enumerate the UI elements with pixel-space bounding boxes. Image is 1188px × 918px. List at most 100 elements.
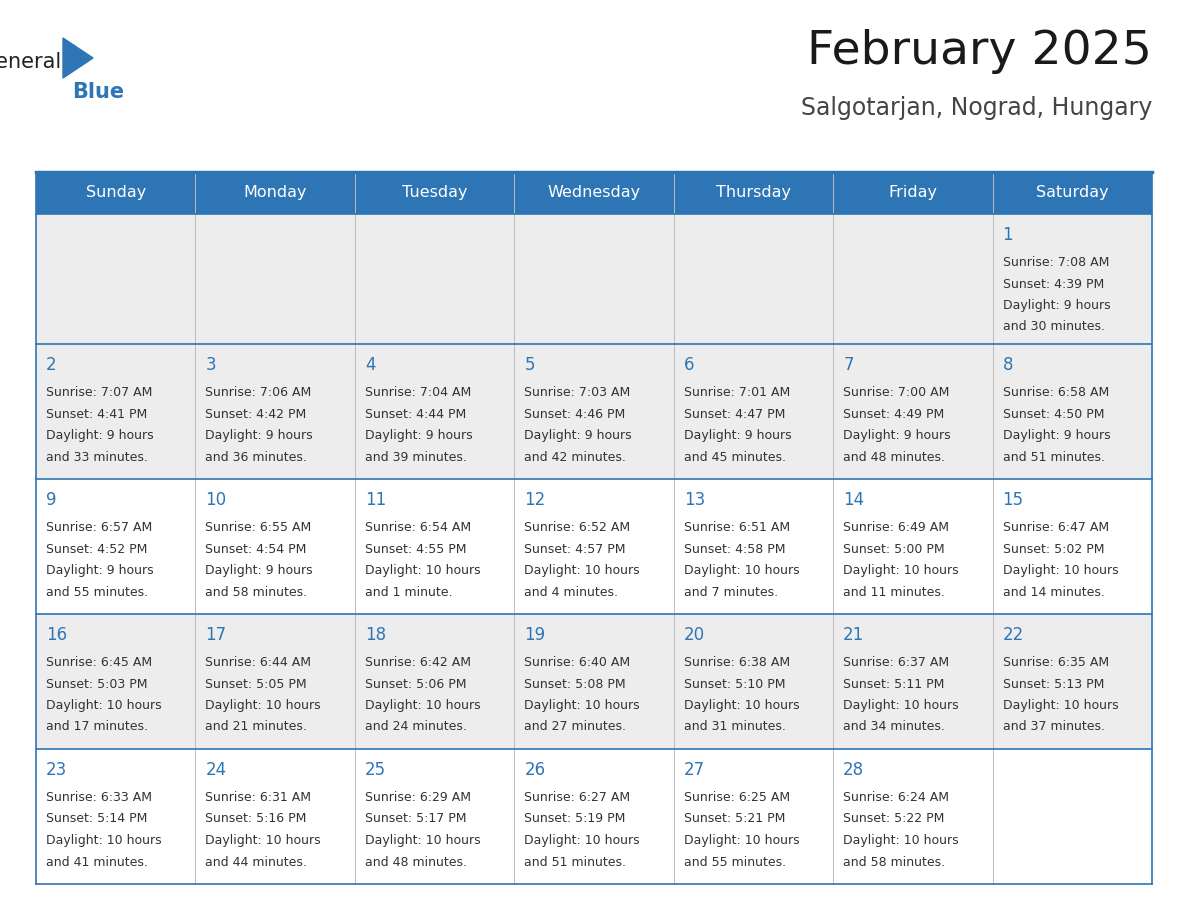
- Text: and 51 minutes.: and 51 minutes.: [1003, 451, 1105, 464]
- Bar: [196, 172, 355, 214]
- Bar: [674, 749, 833, 884]
- Text: February 2025: February 2025: [807, 29, 1152, 74]
- Text: Daylight: 9 hours: Daylight: 9 hours: [684, 429, 791, 442]
- Text: Daylight: 10 hours: Daylight: 10 hours: [365, 834, 480, 847]
- Text: 9: 9: [46, 491, 57, 509]
- Bar: [36, 172, 196, 214]
- Text: Daylight: 10 hours: Daylight: 10 hours: [1003, 699, 1118, 712]
- Text: Daylight: 10 hours: Daylight: 10 hours: [684, 699, 800, 712]
- Bar: [355, 614, 514, 749]
- Bar: [674, 214, 833, 344]
- Text: and 31 minutes.: and 31 minutes.: [684, 721, 785, 733]
- Bar: [196, 614, 355, 749]
- Text: Sunset: 4:47 PM: Sunset: 4:47 PM: [684, 408, 785, 420]
- Bar: [355, 749, 514, 884]
- Bar: [833, 214, 992, 344]
- Bar: [514, 614, 674, 749]
- Text: 16: 16: [46, 626, 68, 644]
- Text: Sunrise: 6:42 AM: Sunrise: 6:42 AM: [365, 656, 470, 669]
- Text: Daylight: 9 hours: Daylight: 9 hours: [206, 564, 314, 577]
- Text: Daylight: 10 hours: Daylight: 10 hours: [206, 699, 321, 712]
- Text: Daylight: 10 hours: Daylight: 10 hours: [843, 699, 959, 712]
- Text: and 51 minutes.: and 51 minutes.: [524, 856, 626, 868]
- Text: Sunset: 4:42 PM: Sunset: 4:42 PM: [206, 408, 307, 420]
- Text: and 45 minutes.: and 45 minutes.: [684, 451, 785, 464]
- Text: Sunrise: 6:31 AM: Sunrise: 6:31 AM: [206, 791, 311, 804]
- Bar: [36, 479, 196, 614]
- Text: Thursday: Thursday: [716, 185, 791, 200]
- Text: Sunrise: 6:52 AM: Sunrise: 6:52 AM: [524, 521, 631, 534]
- Bar: [196, 214, 355, 344]
- Text: Sunrise: 7:06 AM: Sunrise: 7:06 AM: [206, 386, 311, 399]
- Text: Tuesday: Tuesday: [402, 185, 467, 200]
- Text: Daylight: 10 hours: Daylight: 10 hours: [524, 699, 640, 712]
- Text: 11: 11: [365, 491, 386, 509]
- Text: Sunrise: 6:33 AM: Sunrise: 6:33 AM: [46, 791, 152, 804]
- Text: and 41 minutes.: and 41 minutes.: [46, 856, 147, 868]
- Text: 2: 2: [46, 356, 57, 374]
- Bar: [992, 214, 1152, 344]
- Text: Daylight: 9 hours: Daylight: 9 hours: [46, 564, 153, 577]
- Text: Blue: Blue: [72, 82, 124, 102]
- Bar: [674, 479, 833, 614]
- Text: General: General: [0, 52, 62, 72]
- Text: Sunrise: 6:27 AM: Sunrise: 6:27 AM: [524, 791, 631, 804]
- Text: Sunrise: 7:08 AM: Sunrise: 7:08 AM: [1003, 256, 1108, 269]
- Text: Daylight: 10 hours: Daylight: 10 hours: [843, 834, 959, 847]
- Bar: [36, 344, 196, 479]
- Text: Daylight: 10 hours: Daylight: 10 hours: [524, 834, 640, 847]
- Text: Sunset: 5:08 PM: Sunset: 5:08 PM: [524, 677, 626, 690]
- Text: and 11 minutes.: and 11 minutes.: [843, 586, 944, 599]
- Bar: [196, 344, 355, 479]
- Text: Daylight: 10 hours: Daylight: 10 hours: [684, 564, 800, 577]
- Text: Sunrise: 6:45 AM: Sunrise: 6:45 AM: [46, 656, 152, 669]
- Bar: [992, 344, 1152, 479]
- Text: 3: 3: [206, 356, 216, 374]
- Text: and 4 minutes.: and 4 minutes.: [524, 586, 618, 599]
- Text: Daylight: 10 hours: Daylight: 10 hours: [365, 564, 480, 577]
- Text: and 14 minutes.: and 14 minutes.: [1003, 586, 1105, 599]
- Text: 7: 7: [843, 356, 854, 374]
- Bar: [833, 749, 992, 884]
- Text: Sunset: 5:14 PM: Sunset: 5:14 PM: [46, 812, 147, 825]
- Text: Sunset: 4:44 PM: Sunset: 4:44 PM: [365, 408, 466, 420]
- Bar: [992, 479, 1152, 614]
- Bar: [196, 749, 355, 884]
- Text: Sunrise: 6:37 AM: Sunrise: 6:37 AM: [843, 656, 949, 669]
- Bar: [36, 614, 196, 749]
- Text: and 21 minutes.: and 21 minutes.: [206, 721, 308, 733]
- Text: and 24 minutes.: and 24 minutes.: [365, 721, 467, 733]
- Text: Sunset: 5:16 PM: Sunset: 5:16 PM: [206, 812, 307, 825]
- Text: Sunset: 4:57 PM: Sunset: 4:57 PM: [524, 543, 626, 555]
- Text: Sunset: 5:03 PM: Sunset: 5:03 PM: [46, 677, 147, 690]
- Text: Sunrise: 6:47 AM: Sunrise: 6:47 AM: [1003, 521, 1108, 534]
- Bar: [514, 749, 674, 884]
- Text: Daylight: 10 hours: Daylight: 10 hours: [1003, 564, 1118, 577]
- Text: Sunset: 5:06 PM: Sunset: 5:06 PM: [365, 677, 467, 690]
- Text: 26: 26: [524, 761, 545, 779]
- Text: and 55 minutes.: and 55 minutes.: [684, 856, 785, 868]
- Text: Sunset: 5:00 PM: Sunset: 5:00 PM: [843, 543, 944, 555]
- Text: Sunset: 4:39 PM: Sunset: 4:39 PM: [1003, 277, 1104, 290]
- Bar: [833, 172, 992, 214]
- Text: 22: 22: [1003, 626, 1024, 644]
- Text: and 1 minute.: and 1 minute.: [365, 586, 453, 599]
- Text: and 58 minutes.: and 58 minutes.: [843, 856, 946, 868]
- Text: and 55 minutes.: and 55 minutes.: [46, 586, 148, 599]
- Text: 10: 10: [206, 491, 227, 509]
- Text: Sunrise: 6:44 AM: Sunrise: 6:44 AM: [206, 656, 311, 669]
- Text: Sunrise: 6:57 AM: Sunrise: 6:57 AM: [46, 521, 152, 534]
- Text: Daylight: 10 hours: Daylight: 10 hours: [365, 699, 480, 712]
- Bar: [514, 172, 674, 214]
- Text: Sunrise: 6:49 AM: Sunrise: 6:49 AM: [843, 521, 949, 534]
- Text: Sunrise: 6:58 AM: Sunrise: 6:58 AM: [1003, 386, 1108, 399]
- Text: Daylight: 10 hours: Daylight: 10 hours: [46, 834, 162, 847]
- Text: Sunset: 4:55 PM: Sunset: 4:55 PM: [365, 543, 467, 555]
- Text: Sunrise: 7:03 AM: Sunrise: 7:03 AM: [524, 386, 631, 399]
- Text: and 36 minutes.: and 36 minutes.: [206, 451, 308, 464]
- Text: Sunset: 5:22 PM: Sunset: 5:22 PM: [843, 812, 944, 825]
- Bar: [355, 214, 514, 344]
- Text: Sunrise: 7:01 AM: Sunrise: 7:01 AM: [684, 386, 790, 399]
- Text: Daylight: 10 hours: Daylight: 10 hours: [684, 834, 800, 847]
- Text: Daylight: 9 hours: Daylight: 9 hours: [46, 429, 153, 442]
